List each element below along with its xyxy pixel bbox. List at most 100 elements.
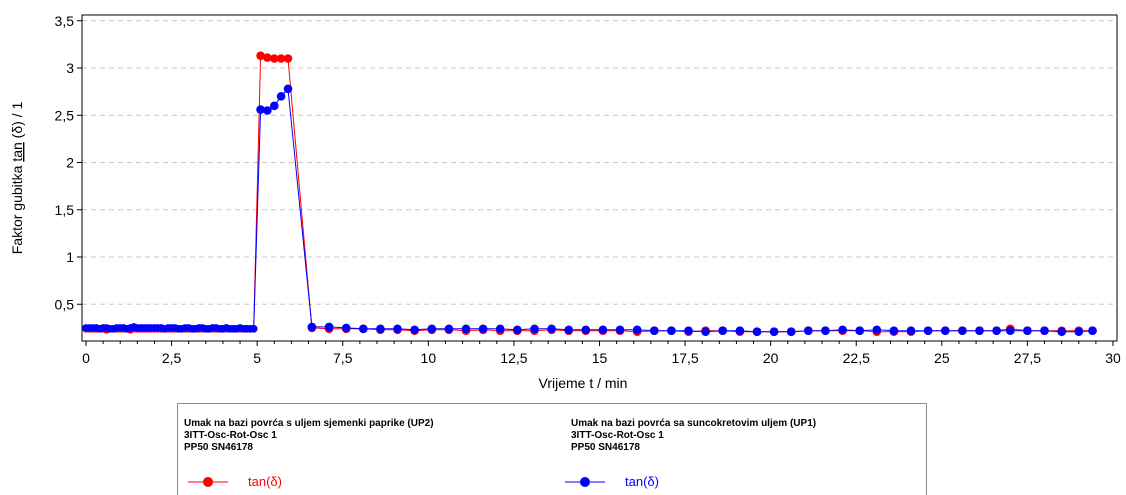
y-tick-label: 1,5 [55,202,75,218]
data-point-series-2 [821,326,830,336]
legend-entry-series-2: tan(δ) [563,472,763,492]
legend-label-series-1: tan(δ) [248,474,282,489]
x-tick-label: 27,5 [1014,350,1041,366]
data-point-series-2 [427,324,437,334]
data-point-series-2 [650,326,659,336]
data-point-series-2 [263,106,272,115]
data-point-series-2 [958,326,967,336]
x-tick-label: 0 [82,350,90,366]
legend-series-1-device: PP50 SN46178 [184,442,253,453]
data-point-series-2 [906,326,916,336]
y-tick-label: 1 [66,249,74,265]
data-point-series-2 [1040,326,1049,336]
data-point-series-2 [276,92,286,101]
y-tick-label: 3 [66,60,74,76]
data-point-series-2 [1023,326,1032,336]
data-point-series-2 [249,325,258,333]
x-tick-label: 17,5 [671,350,698,366]
x-tick-label: 7,5 [333,350,353,366]
series-group [82,51,1097,337]
x-tick-label: 5 [253,350,261,366]
data-point-series-1 [283,54,293,63]
data-point-series-2 [667,326,676,336]
legend-label-series-2: tan(δ) [625,474,659,489]
grid-lines [82,20,1117,305]
data-point-series-2 [495,324,505,334]
data-point-series-2 [1074,327,1084,337]
x-axis-label: Vrijeme t / min [539,375,628,391]
legend-marker-blue [565,477,605,487]
data-point-series-2 [564,325,573,335]
x-tick-label: 20 [763,350,779,366]
data-point-series-2 [256,105,265,114]
data-point-series-2 [1006,326,1015,336]
data-point-series-1 [256,51,265,60]
plot-area [81,14,1118,342]
x-tick-label: 30 [1105,350,1121,366]
data-point-series-2 [530,324,539,334]
x-tick-label: 22,5 [843,350,870,366]
data-point-series-2 [547,324,556,334]
data-point-series-2 [376,324,385,334]
y-axis-label: Faktor gubitka tan (δ) / 1 [9,102,25,255]
legend-series-2-title: Umak na bazi povrća sa suncokretovim ulj… [571,418,817,429]
data-point-series-2 [804,326,813,336]
x-tick-label: 25 [934,350,950,366]
legend-series-1-method: 3ITT-Osc-Rot-Osc 1 [184,430,277,441]
data-point-series-2 [701,327,710,337]
data-point-series-2 [393,324,402,334]
data-point-series-2 [615,325,625,335]
y-tick-label: 2 [66,155,74,171]
data-point-series-2 [1088,326,1097,336]
data-point-series-2 [341,323,351,333]
data-point-series-1 [270,54,279,63]
x-tick-label: 15 [592,350,608,366]
data-point-series-2 [444,324,454,334]
data-point-series-2 [359,324,368,334]
y-tick-label: 2,5 [55,107,75,123]
legend-series-1-info: Umak na bazi povrća s uljem sjemenki pap… [184,418,434,454]
data-point-series-2 [324,322,334,332]
data-point-series-2 [786,327,796,337]
legend-series-1-title: Umak na bazi povrća s uljem sjemenki pap… [184,418,434,429]
legend-series-2-device: PP50 SN46178 [571,442,640,453]
data-point-series-2 [270,101,279,111]
data-point-series-2 [307,322,317,332]
data-point-series-2 [410,325,419,335]
legend-marker-red [188,477,228,487]
y-tick-label: 0,5 [55,296,75,312]
legend-entry-series-1: tan(δ) [186,472,386,492]
series-line-1 [86,55,1093,333]
data-point-series-2 [283,84,293,94]
data-point-series-1 [263,53,272,62]
y-axis-ticks: 0,5 1 1,5 2 2,5 3 3,5 [55,13,82,312]
data-point-series-2 [632,325,642,335]
data-point-series-2 [581,325,591,335]
x-tick-label: 12,5 [500,350,527,366]
data-point-series-2 [923,326,933,336]
y-axis-label-tan: tan [9,142,25,161]
data-point-series-2 [461,324,471,334]
data-point-series-2 [684,326,693,336]
data-point-series-2 [769,327,779,337]
data-point-series-1 [276,54,286,63]
data-point-series-2 [478,324,488,334]
data-point-series-2 [598,325,608,335]
legend-series-2-info: Umak na bazi povrća sa suncokretovim ulj… [571,418,816,454]
data-point-series-2 [838,325,847,335]
chart: 0 2,5 5 7,5 10 12,5 15 17,5 20 22,5 25 27,5 30 0,511… [9,13,1121,391]
data-point-series-2 [941,326,950,336]
data-point-series-2 [975,326,984,336]
legend-series-2-method: 3ITT-Osc-Rot-Osc 1 [571,430,664,441]
data-point-series-2 [992,326,1001,336]
legend: Umak na bazi povrća s uljem sjemenki pap… [177,403,927,495]
data-point-series-2 [889,326,899,336]
data-point-series-2 [718,326,727,336]
data-point-series-2 [855,326,864,336]
x-tick-label: 10 [421,350,437,366]
data-point-series-2 [735,326,745,336]
x-tick-label: 2,5 [162,350,182,366]
data-point-series-2 [752,327,762,337]
data-point-series-2 [513,325,522,335]
data-point-series-2 [872,325,882,335]
